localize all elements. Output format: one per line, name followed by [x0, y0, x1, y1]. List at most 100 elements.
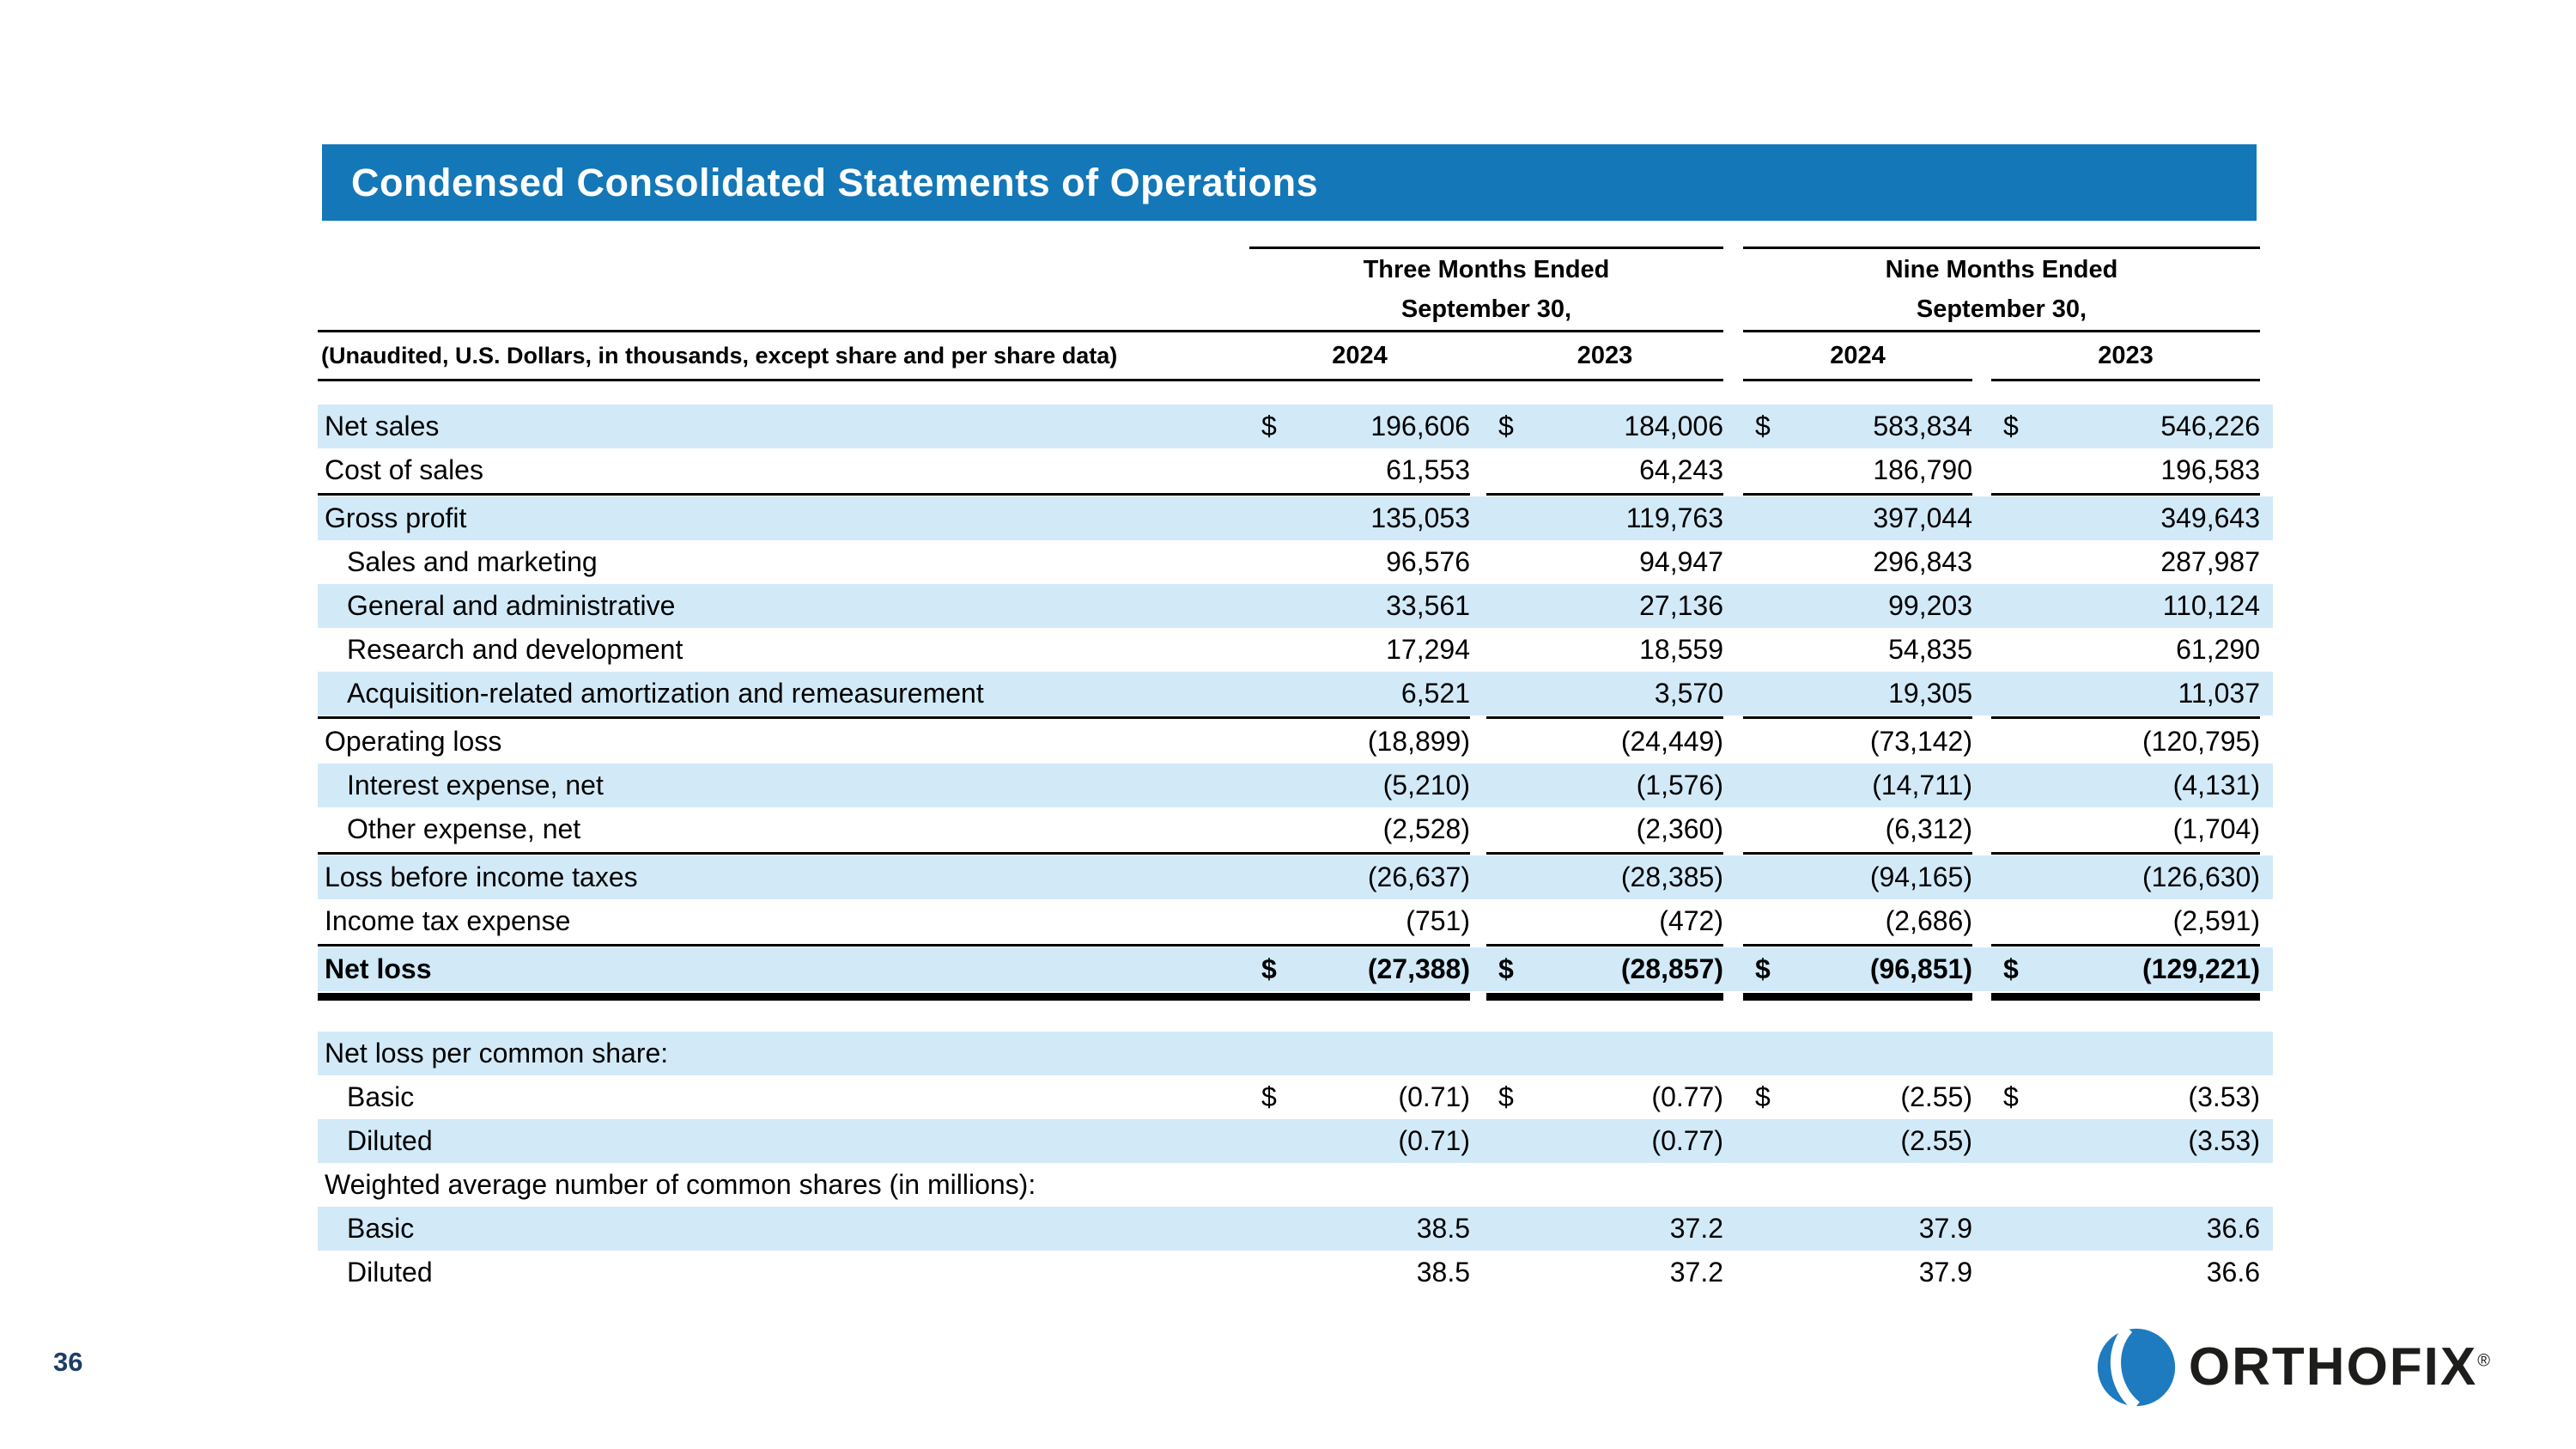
row-label: Diluted	[347, 1125, 433, 1156]
cell-value: (18,899)	[1367, 726, 1470, 757]
cell-value: 3,570	[1654, 678, 1723, 709]
cell-value: 33,561	[1386, 590, 1470, 621]
cell-value: (0.77)	[1651, 1125, 1723, 1156]
value-cell-9mo-2024: $583,834	[1743, 411, 1972, 442]
cell-value: 546,226	[2160, 411, 2260, 441]
cell-value: 135,053	[1370, 502, 1470, 533]
value-cell-9mo-2024: $ (96,851)	[1743, 953, 1972, 985]
value-cell-3mo-2024: 135,053	[1249, 502, 1470, 534]
value-cell-9mo-2023: (120,795)	[1991, 726, 2260, 758]
table-row: Gross profit 135,053 119,763 397,044 349…	[318, 496, 2273, 540]
cell-value: 38.5	[1416, 1213, 1470, 1244]
cell-value: (2,591)	[2172, 905, 2260, 936]
value-cell-9mo-2024: (2,686)	[1743, 905, 1972, 937]
value-cell-3mo-2024: 61,553	[1249, 454, 1470, 486]
value-cell-3mo-2023: (1,576)	[1486, 770, 1723, 801]
header-mid-rule	[318, 329, 2273, 333]
cell-value: (2,360)	[1636, 813, 1723, 844]
cell-value: (0.77)	[1651, 1081, 1723, 1112]
orthofix-sphere-icon	[2096, 1327, 2177, 1408]
value-cell-9mo-2023: 110,124	[1991, 590, 2260, 622]
table-row: Sales and marketing 96,576 94,947 296,84…	[318, 540, 2273, 584]
row-label: Sales and marketing	[347, 546, 598, 577]
value-cell-9mo-2023: $ (129,221)	[1991, 953, 2260, 985]
cell-value: (28,857)	[1620, 953, 1723, 984]
value-cell-9mo-2023: $ (3.53)	[1991, 1081, 2260, 1113]
cell-value: (14,711)	[1872, 770, 1972, 801]
year-header: 2024	[1332, 341, 1388, 369]
cell-value: 17,294	[1386, 634, 1470, 665]
cell-value: (73,142)	[1869, 726, 1972, 757]
cell-value: (27,388)	[1367, 953, 1470, 984]
statement-table: Three Months Ended Nine Months Ended Sep…	[318, 246, 2273, 1294]
value-cell-9mo-2024: $ (2.55)	[1743, 1081, 1972, 1113]
value-cell-9mo-2023: 11,037	[1991, 678, 2261, 709]
subtotal-rule	[318, 943, 2273, 947]
cell-value: 27,136	[1639, 590, 1723, 621]
cell-value: 37.9	[1918, 1213, 1972, 1244]
orthofix-logo: ORTHOFIX®	[2096, 1327, 2492, 1408]
dollar-sign: $	[2003, 411, 2019, 441]
value-cell-9mo-2023: 196,583	[1991, 454, 2260, 486]
cell-value: 196,583	[2160, 454, 2260, 485]
cell-value: 196,606	[1370, 411, 1470, 441]
cell-value: (6,312)	[1885, 813, 1972, 844]
cell-value: 184,006	[1624, 411, 1723, 441]
dollar-sign: $	[1498, 1081, 1514, 1112]
dollar-sign: $	[1261, 411, 1277, 441]
table-row: General and administrative 33,561 27,136…	[318, 584, 2273, 628]
value-cell-3mo-2024: 17,294	[1249, 634, 1470, 666]
cell-value: 37.2	[1669, 1213, 1723, 1244]
value-cell-9mo-2023: (4,131)	[1991, 770, 2260, 801]
value-cell-3mo-2024: (0.71)	[1249, 1125, 1470, 1157]
cell-value: (2,686)	[1885, 905, 1972, 936]
cell-value: (472)	[1659, 905, 1723, 936]
year-header: 2023	[1577, 341, 1633, 369]
cell-value: 296,843	[1873, 546, 1972, 577]
value-cell-9mo-2024: 186,790	[1743, 454, 1972, 486]
cell-value: 61,290	[2176, 634, 2260, 665]
cell-value: 287,987	[2160, 546, 2260, 577]
cell-value: 94,947	[1639, 546, 1723, 577]
title-bar: Condensed Consolidated Statements of Ope…	[322, 144, 2257, 221]
value-cell-9mo-2024: (73,142)	[1743, 726, 1972, 758]
table-row: Other expense, net (2,528) (2,360) (6,31…	[318, 807, 2273, 851]
table-row: Basic 38.5 37.2 37.9 36.6	[318, 1207, 2273, 1251]
value-cell-3mo-2024: (26,637)	[1249, 861, 1470, 893]
dollar-sign: $	[1498, 411, 1514, 441]
table-row: Income tax expense (751) (472) (2,686) (…	[318, 899, 2273, 943]
value-cell-3mo-2023: $ (28,857)	[1486, 953, 1723, 985]
cell-value: 38.5	[1416, 1257, 1470, 1288]
subtotal-rule	[318, 851, 2273, 855]
value-cell-3mo-2024: (2,528)	[1249, 813, 1470, 845]
cell-value: 11,037	[2178, 678, 2261, 709]
value-cell-3mo-2024: 96,576	[1249, 546, 1470, 578]
cell-value: (94,165)	[1869, 861, 1972, 892]
cell-value: (1,576)	[1636, 770, 1723, 801]
table-row: Diluted (0.71) (0.77) (2.55) (3.53)	[318, 1119, 2273, 1163]
cell-value: (26,637)	[1367, 861, 1470, 892]
page-title: Condensed Consolidated Statements of Ope…	[351, 160, 1319, 204]
value-cell-3mo-2024: 33,561	[1249, 590, 1470, 622]
value-cell-9mo-2024: 19,305	[1743, 678, 1972, 709]
dollar-sign: $	[1755, 411, 1771, 441]
value-cell-9mo-2023: 61,290	[1991, 634, 2260, 666]
total-rule	[318, 991, 2273, 1002]
value-cell-9mo-2024: 37.9	[1743, 1213, 1972, 1245]
value-cell-9mo-2024: 37.9	[1743, 1257, 1972, 1288]
cell-value: (126,630)	[2142, 861, 2260, 892]
cell-value: (3.53)	[2188, 1081, 2260, 1112]
logo-wordmark: ORTHOFIX®	[2189, 1341, 2492, 1394]
table-note: (Unaudited, U.S. Dollars, in thousands, …	[321, 342, 1118, 368]
value-cell-3mo-2024: 38.5	[1249, 1257, 1470, 1288]
column-group-titles: Three Months Ended Nine Months Ended	[318, 250, 2273, 289]
value-cell-3mo-2024: $ (0.71)	[1249, 1081, 1470, 1113]
row-label: Other expense, net	[347, 813, 581, 844]
value-cell-3mo-2023: 37.2	[1486, 1257, 1723, 1288]
table-row: Weighted average number of common shares…	[318, 1163, 2273, 1207]
table-row: Net sales $196,606 $184,006 $583,834 $54…	[318, 405, 2273, 448]
value-cell-3mo-2023: 64,243	[1486, 454, 1723, 486]
table-row: Interest expense, net (5,210) (1,576) (1…	[318, 764, 2273, 807]
row-label: Acquisition-related amortization and rem…	[347, 678, 984, 709]
row-label: Basic	[347, 1213, 415, 1244]
